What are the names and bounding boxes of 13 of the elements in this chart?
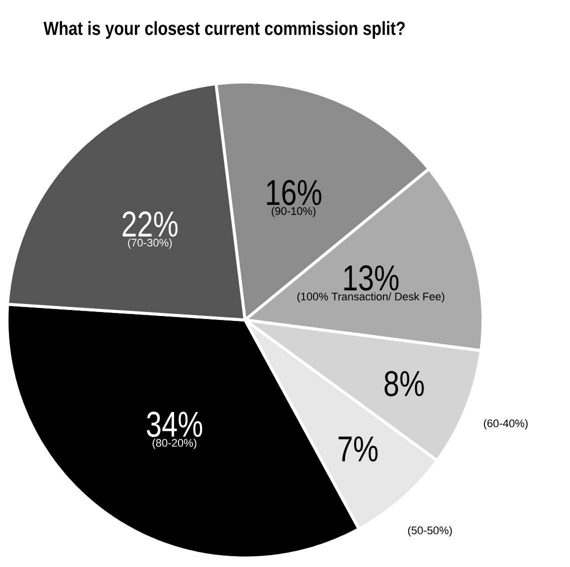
- slice-label: (80-20%): [152, 438, 196, 449]
- data-label: 8%: [384, 370, 424, 396]
- slice-label: (100% Transaction/ Desk Fee): [297, 292, 444, 303]
- data-label: 34%: [146, 412, 202, 438]
- data-label: 13%: [344, 265, 399, 291]
- slice-label: (50-50%): [408, 526, 452, 536]
- slice-label: (70-30%): [128, 238, 172, 249]
- data-label: 22%: [122, 211, 178, 237]
- chart-title: What is your closest current commission split?: [44, 21, 405, 39]
- slice-label: (60-40%): [484, 419, 528, 430]
- data-label: 7%: [338, 436, 378, 462]
- data-label: 16%: [267, 180, 322, 206]
- slice-label: (90-10%): [272, 206, 316, 218]
